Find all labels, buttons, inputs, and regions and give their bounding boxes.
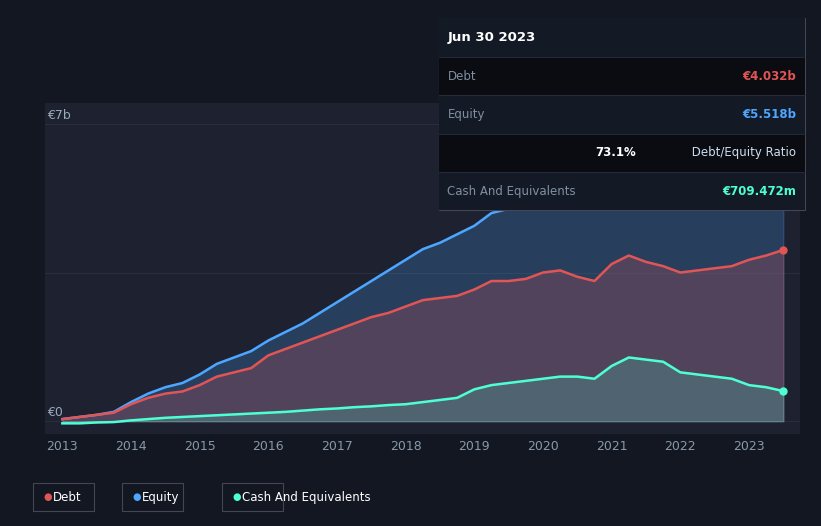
Text: Debt: Debt: [53, 491, 82, 503]
Text: €7b: €7b: [48, 109, 71, 122]
Text: ●: ●: [132, 492, 140, 502]
Text: Debt/Equity Ratio: Debt/Equity Ratio: [688, 146, 796, 159]
Text: Cash And Equivalents: Cash And Equivalents: [447, 185, 576, 198]
Text: 73.1%: 73.1%: [595, 146, 636, 159]
Text: €0: €0: [48, 406, 63, 419]
Text: Cash And Equivalents: Cash And Equivalents: [242, 491, 371, 503]
Text: ●: ●: [44, 492, 52, 502]
Text: Debt: Debt: [447, 69, 476, 83]
Text: ●: ●: [232, 492, 241, 502]
Text: €709.472m: €709.472m: [722, 185, 796, 198]
Text: Equity: Equity: [447, 108, 485, 121]
Text: €4.032b: €4.032b: [743, 69, 796, 83]
Text: €5.518b: €5.518b: [742, 108, 796, 121]
Text: Jun 30 2023: Jun 30 2023: [447, 31, 535, 44]
Text: Equity: Equity: [142, 491, 180, 503]
